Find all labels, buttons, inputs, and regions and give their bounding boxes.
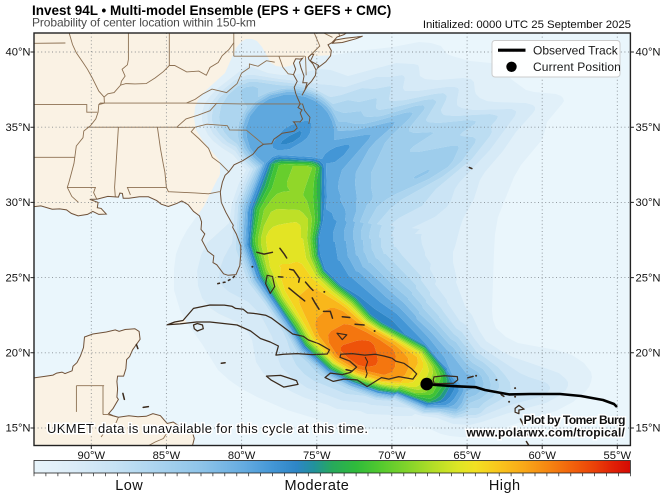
svg-text:25°N: 25°N bbox=[6, 272, 31, 284]
svg-text:15°N: 15°N bbox=[6, 423, 31, 435]
svg-text:65°W: 65°W bbox=[453, 450, 481, 462]
svg-text:High: High bbox=[489, 478, 521, 494]
svg-text:Invest 94L • Multi-model Ensem: Invest 94L • Multi-model Ensemble (EPS +… bbox=[32, 3, 391, 18]
svg-text:Initialized: 0000 UTC 25 Septe: Initialized: 0000 UTC 25 September 2025 bbox=[423, 19, 631, 31]
svg-text:20°N: 20°N bbox=[6, 348, 31, 360]
svg-text:www.polarwx.com/tropical/: www.polarwx.com/tropical/ bbox=[465, 426, 625, 440]
svg-text:Plot by Tomer Burg: Plot by Tomer Burg bbox=[524, 413, 626, 427]
svg-text:60°W: 60°W bbox=[528, 450, 556, 462]
svg-text:35°N: 35°N bbox=[6, 122, 31, 134]
svg-text:Observed Track: Observed Track bbox=[533, 43, 619, 57]
svg-text:90°W: 90°W bbox=[78, 450, 106, 462]
svg-text:Current Position: Current Position bbox=[533, 60, 621, 74]
svg-text:75°W: 75°W bbox=[303, 450, 331, 462]
svg-text:Moderate: Moderate bbox=[284, 478, 349, 494]
svg-text:40°N: 40°N bbox=[6, 47, 31, 59]
svg-text:UKMET data is unavailable for: UKMET data is unavailable for this cycle… bbox=[47, 421, 368, 436]
svg-text:85°W: 85°W bbox=[153, 450, 181, 462]
svg-text:55°W: 55°W bbox=[604, 450, 632, 462]
svg-text:Low: Low bbox=[115, 478, 143, 494]
svg-text:40°N: 40°N bbox=[636, 47, 661, 59]
svg-text:80°W: 80°W bbox=[228, 450, 256, 462]
svg-text:15°N: 15°N bbox=[636, 423, 661, 435]
svg-text:20°N: 20°N bbox=[636, 348, 661, 360]
svg-text:35°N: 35°N bbox=[636, 122, 661, 134]
svg-text:70°W: 70°W bbox=[378, 450, 406, 462]
svg-text:Probability of center location: Probability of center location within 15… bbox=[32, 15, 256, 29]
svg-text:25°N: 25°N bbox=[636, 272, 661, 284]
svg-text:30°N: 30°N bbox=[6, 197, 31, 209]
svg-text:30°N: 30°N bbox=[636, 197, 661, 209]
